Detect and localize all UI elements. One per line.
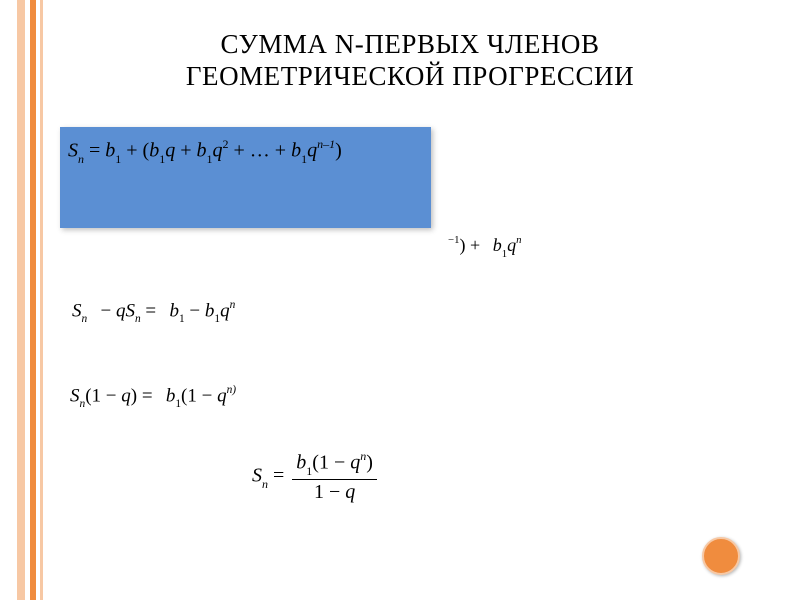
fraction-denominator: 1 − q (292, 480, 377, 504)
band-middle (30, 0, 36, 600)
fraction-numerator: b1(1 − qn) (292, 450, 377, 479)
band-outer (17, 0, 25, 600)
title-line1: СУММА N-ПЕРВЫХ ЧЛЕНОВ (220, 29, 599, 59)
slide: СУММА N-ПЕРВЫХ ЧЛЕНОВ ГЕОМЕТРИЧЕСКОЙ ПРО… (0, 0, 800, 600)
slide-title: СУММА N-ПЕРВЫХ ЧЛЕНОВ ГЕОМЕТРИЧЕСКОЙ ПРО… (80, 28, 740, 93)
nav-dot-icon (702, 537, 740, 575)
formula-1: Sn = b1 + (b1q + b1q2 + … + b1qn–1) (68, 138, 342, 166)
band-inner (40, 0, 43, 600)
formula-4: Sn(1 − q) = b1(1 − qn) (70, 385, 236, 409)
formula-5: Sn = b1(1 − qn) 1 − q (252, 450, 380, 504)
formula-3: Sn − qSn = b1 − b1qn (72, 300, 235, 324)
title-line2: ГЕОМЕТРИЧЕСКОЙ ПРОГРЕССИИ (186, 61, 634, 91)
formula-2-fragment: −1) + b1qn (448, 235, 522, 259)
fraction: b1(1 − qn) 1 − q (292, 450, 377, 504)
